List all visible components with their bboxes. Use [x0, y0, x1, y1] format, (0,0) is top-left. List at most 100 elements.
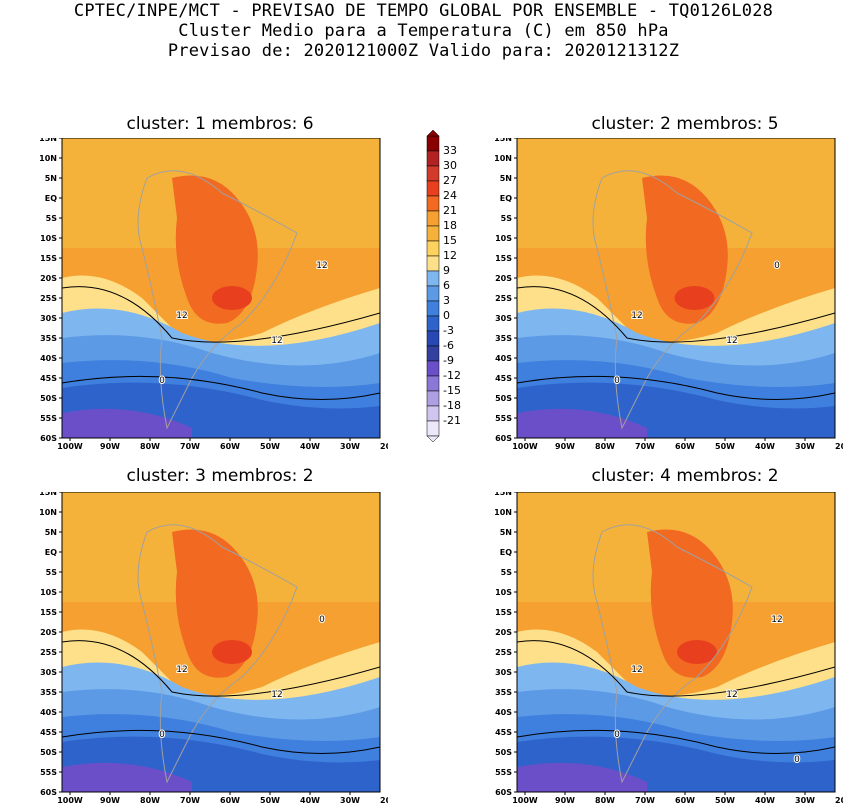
colorbar-label: 3: [443, 294, 450, 307]
lon-tick-label: 40W: [300, 796, 320, 805]
lon-tick-label: 90W: [100, 796, 120, 805]
lat-tick-label: 10S: [40, 588, 57, 597]
contour-label: 12: [726, 690, 737, 700]
lat-tick-label: 5S: [501, 214, 513, 223]
lon-tick-label: 30W: [795, 796, 815, 805]
contour-label: 12: [631, 665, 642, 675]
lat-tick-label: EQ: [500, 548, 512, 557]
lon-tick-label: 20W: [380, 442, 388, 451]
header-line-1: CPTEC/INPE/MCT - PREVISAO DE TEMPO GLOBA…: [73, 1, 774, 21]
colorbar-swatch: [426, 210, 440, 227]
lat-tick-label: 45S: [40, 374, 57, 383]
lat-tick-label: 20S: [495, 274, 512, 283]
lat-tick-label: EQ: [45, 194, 57, 203]
map-canvas: 12 12 0 0 15N 10N 5N EQ 5S 10S 15S 20S 25S 30S 35S 40S 4…: [39, 492, 388, 805]
lat-tick-label: 35S: [495, 334, 512, 343]
lat-tick-label: 60S: [495, 788, 512, 797]
figure-header: CPTEC/INPE/MCT - PREVISAO DE TEMPO GLOBA…: [0, 0, 847, 61]
colorbar-label: -12: [443, 369, 461, 382]
colorbar-label: 9: [443, 264, 450, 277]
lon-tick-label: 100W: [512, 442, 538, 451]
lat-tick-label: 15S: [495, 608, 512, 617]
lat-tick-label: 40S: [495, 708, 512, 717]
lat-tick-label: 5N: [500, 528, 512, 537]
lat-tick-label: 40S: [40, 354, 57, 363]
panel-title: cluster: 2 membros: 5: [591, 114, 779, 134]
lat-tick-label: 15N: [39, 492, 57, 497]
colorbar-label: 18: [443, 219, 457, 232]
lat-tick-label: 25S: [495, 294, 512, 303]
panel-title: cluster: 3 membros: 2: [126, 466, 314, 486]
colorbar-swatch: [426, 375, 440, 392]
colorbar-label: -6: [443, 339, 454, 352]
lat-tick-label: 50S: [40, 748, 57, 757]
lat-tick-label: 5N: [45, 174, 57, 183]
lon-tick-label: 80W: [595, 796, 615, 805]
header-line-3: Previsao de: 2020121000Z Valido para: 20…: [167, 41, 680, 61]
lat-tick-label: 30S: [40, 668, 57, 677]
colorbar-swatch: [426, 255, 440, 272]
lat-tick-label: EQ: [45, 548, 57, 557]
lon-tick-label: 90W: [100, 442, 120, 451]
colorbar-label: 6: [443, 279, 450, 292]
contour-label: 0: [614, 376, 620, 386]
panel-title: cluster: 4 membros: 2: [591, 466, 779, 486]
lat-tick-label: 30S: [40, 314, 57, 323]
colorbar-swatch: [426, 195, 440, 212]
lat-tick-label: 5S: [501, 568, 513, 577]
lat-tick-label: 50S: [495, 394, 512, 403]
lat-tick-label: 30S: [495, 668, 512, 677]
colorbar-label: -15: [443, 384, 461, 397]
colorbar-swatch: [426, 330, 440, 347]
lon-tick-label: 40W: [755, 442, 775, 451]
lat-tick-label: 20S: [40, 628, 57, 637]
contour-label: 12: [176, 311, 187, 321]
lat-tick-label: 30S: [495, 314, 512, 323]
lat-tick-label: 15S: [40, 608, 57, 617]
coastline: [592, 170, 753, 430]
lon-tick-label: 60W: [220, 796, 240, 805]
colorbar-swatch: [426, 135, 440, 152]
colorbar-swatch: [426, 300, 440, 317]
lon-tick-label: 50W: [715, 796, 735, 805]
lon-tick-label: 70W: [180, 442, 200, 451]
header-line-2: Cluster Medio para a Temperatura (C) em …: [178, 21, 669, 41]
panel-title: cluster: 1 membros: 6: [126, 114, 314, 134]
lon-tick-label: 40W: [300, 442, 320, 451]
lat-tick-label: 25S: [40, 294, 57, 303]
lon-tick-label: 100W: [512, 796, 538, 805]
map-canvas: 12 12 12 0 15N 10N 5N EQ 5S 10S 15S 20S 25S 30S 35S 40S…: [39, 138, 388, 451]
lat-tick-label: 25S: [495, 648, 512, 657]
lat-tick-label: 60S: [495, 434, 512, 443]
lat-tick-label: 45S: [40, 728, 57, 737]
lon-tick-label: 40W: [755, 796, 775, 805]
contour-label: 0: [159, 376, 165, 386]
lat-tick-label: 15N: [494, 492, 512, 497]
lat-tick-label: 5S: [46, 568, 58, 577]
contour-label: 0: [794, 755, 800, 765]
contour-label: 12: [271, 690, 282, 700]
lon-tick-label: 70W: [180, 796, 200, 805]
lat-tick-label: 55S: [495, 414, 512, 423]
lat-tick-label: 10N: [39, 154, 57, 163]
lat-tick-label: 60S: [40, 434, 57, 443]
lon-tick-label: 60W: [675, 442, 695, 451]
colorbar-swatch: [426, 285, 440, 302]
lat-tick-label: 10S: [40, 234, 57, 243]
lat-tick-label: 15N: [494, 138, 512, 143]
colorbar-label: 15: [443, 234, 457, 247]
contour-label: 12: [726, 336, 737, 346]
colorbar-swatch: [426, 240, 440, 257]
contour-label: 12: [271, 336, 282, 346]
colorbar-label: 0: [443, 309, 450, 322]
coastline: [592, 524, 753, 784]
lon-tick-label: 70W: [635, 796, 655, 805]
hot-core: [642, 175, 728, 324]
lat-tick-label: 15N: [39, 138, 57, 143]
lon-tick-label: 100W: [57, 796, 83, 805]
lon-tick-label: 80W: [140, 442, 160, 451]
lon-tick-label: 30W: [340, 442, 360, 451]
lat-tick-label: 50S: [495, 748, 512, 757]
contour-label: 12: [631, 311, 642, 321]
